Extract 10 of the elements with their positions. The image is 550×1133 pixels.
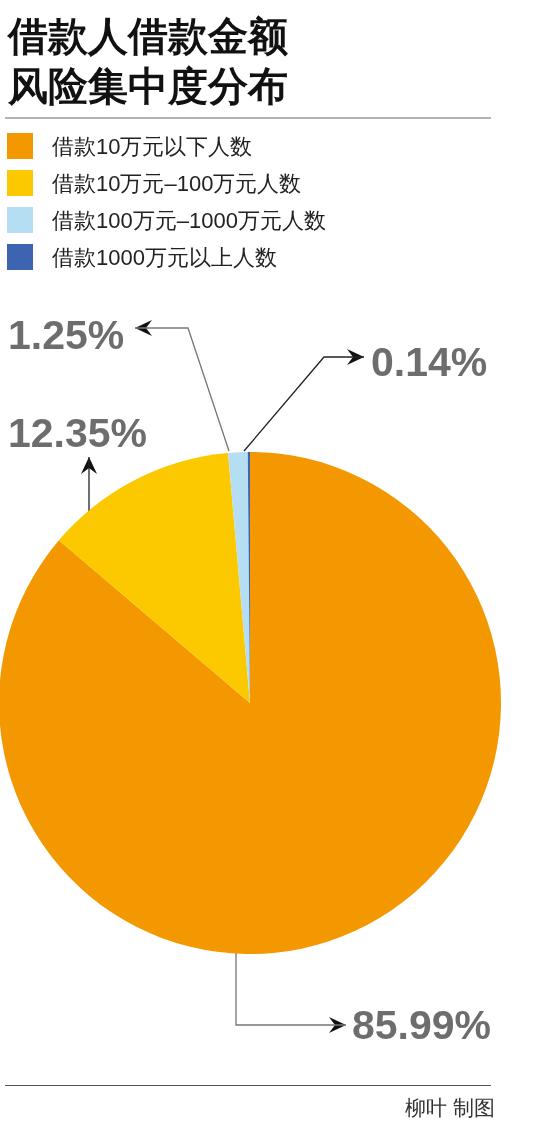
data-label: 12.35% (8, 410, 148, 456)
legend-label: 借款100万元–1000万元人数 (52, 207, 326, 233)
data-label: 1.25% (8, 312, 125, 358)
text: 柳叶 制图 (405, 1096, 496, 1119)
data-label: 0.14% (371, 339, 488, 385)
data-label: 85.99% (352, 1002, 492, 1048)
legend-label: 借款10万元–100万元人数 (52, 170, 302, 196)
legend-label: 借款10万元以下人数 (52, 133, 253, 159)
legend-label: 借款1000万元以上人数 (52, 244, 277, 270)
chart-title: 借款人借款金额风险集中度分布 (6, 11, 288, 109)
